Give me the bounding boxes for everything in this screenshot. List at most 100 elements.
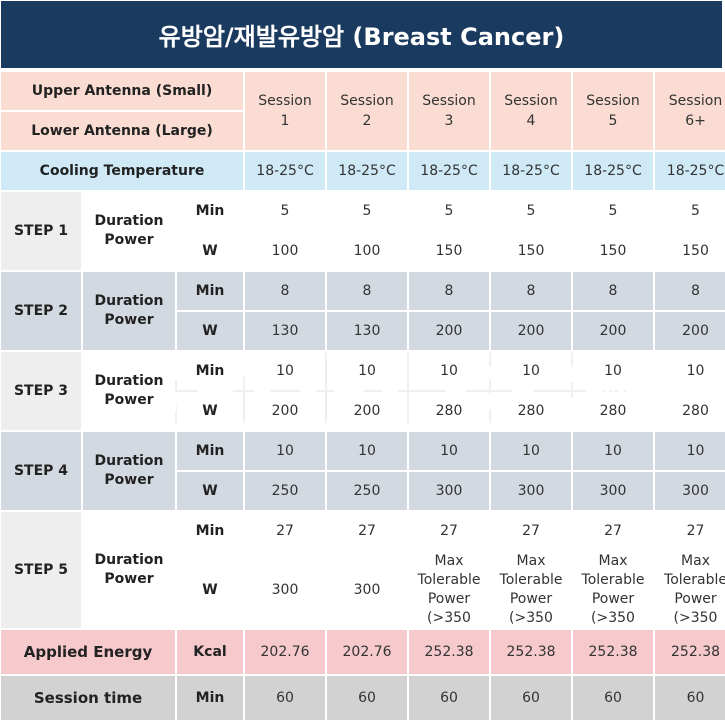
- unit-w: W: [177, 312, 244, 350]
- cooling-row: Cooling Temperature 18-25°C 18-25°C 18-25°C…: [1, 152, 725, 190]
- session-header-number: 2: [362, 113, 372, 129]
- session-header: Session 5: [573, 72, 654, 150]
- step-power-value: 300: [491, 472, 572, 510]
- applied-energy-value: 202.76: [327, 630, 408, 674]
- unit-w: W: [177, 392, 244, 430]
- step-power-value: 300: [327, 552, 408, 628]
- applied-energy-row: Applied Energy Kcal 202.76 202.76 252.38 252.…: [1, 630, 725, 674]
- step-min-value: 10: [655, 352, 725, 390]
- cooling-label: Cooling Temperature: [1, 152, 244, 190]
- step-min-value: 5: [655, 192, 725, 230]
- unit-w: W: [177, 472, 244, 510]
- step-row-w: W 100 100 150 150 150 150: [1, 232, 725, 270]
- session-time-row: Session time Min 60 60 60 60 60 60: [1, 676, 725, 720]
- step-row-w: W 300 300 Max Tolerable Power (>350 Max Tole…: [1, 552, 725, 628]
- protocol-table: Upper Antenna (Small) Session 1 Session 2 Ses…: [0, 70, 725, 722]
- unit-min: Min: [177, 432, 244, 470]
- applied-energy-value: 252.38: [491, 630, 572, 674]
- session-header-word: Session: [340, 93, 394, 109]
- duration-label: Duration: [94, 373, 164, 389]
- step-min-value: 27: [655, 512, 725, 550]
- applied-energy-value: 202.76: [245, 630, 326, 674]
- step-min-value: 10: [245, 432, 326, 470]
- step-min-value: 8: [491, 272, 572, 310]
- header-row-lower: Lower Antenna (Large): [1, 112, 725, 150]
- duration-power-label: Duration Power: [83, 432, 175, 510]
- step-power-value: 100: [245, 232, 326, 270]
- step-power-value: 130: [327, 312, 408, 350]
- cooling-value: 18-25°C: [491, 152, 572, 190]
- step-min-value: 10: [409, 352, 490, 390]
- step-power-value: 300: [655, 472, 725, 510]
- step-power-value: Max Tolerable Power (>350: [655, 552, 725, 628]
- step-min-value: 10: [409, 432, 490, 470]
- step-row-min: STEP 5 Duration Power Min 27 27 27 27 27 27: [1, 512, 725, 628]
- step-min-value: 10: [573, 352, 654, 390]
- applied-energy-value: 252.38: [573, 630, 654, 674]
- step-power-value: 200: [573, 312, 654, 350]
- step-row-min: STEP 2 Duration Power Min 8 8 8 8 8 8: [1, 272, 725, 350]
- session-header-number: 1: [280, 113, 290, 129]
- cooling-value: 18-25°C: [409, 152, 490, 190]
- page-title: 유방암/재발유방암 (Breast Cancer): [1, 1, 722, 68]
- step-power-value: 150: [409, 232, 490, 270]
- power-label: Power: [104, 312, 154, 328]
- step-min-value: 10: [245, 352, 326, 390]
- applied-energy-value: 252.38: [409, 630, 490, 674]
- unit-w: W: [177, 232, 244, 270]
- step-power-value: 100: [327, 232, 408, 270]
- step-min-value: 27: [327, 512, 408, 550]
- duration-power-label: Duration Power: [83, 272, 175, 350]
- step-power-value: 250: [327, 472, 408, 510]
- step-row-w: W 130 130 200 200 200 200: [1, 312, 725, 350]
- session-header: Session 3: [409, 72, 490, 150]
- unit-kcal: Kcal: [177, 630, 244, 674]
- step-min-value: 5: [327, 192, 408, 230]
- step-row-min: STEP 3 Duration Power Min 10 10 10 10 10 10: [1, 352, 725, 430]
- cooling-value: 18-25°C: [655, 152, 725, 190]
- step-power-value: 250: [245, 472, 326, 510]
- step-min-value: 27: [409, 512, 490, 550]
- step-power-value: 280: [655, 392, 725, 430]
- session-header-number: 6+: [685, 113, 706, 129]
- step-min-value: 10: [327, 432, 408, 470]
- step-min-value: 10: [491, 352, 572, 390]
- protocol-table-body: Upper Antenna (Small) Session 1 Session 2 Ses…: [1, 72, 725, 720]
- session-header-word: Session: [258, 93, 312, 109]
- step-power-value: 150: [655, 232, 725, 270]
- cooling-value: 18-25°C: [573, 152, 654, 190]
- applied-energy-label: Applied Energy: [1, 630, 175, 674]
- duration-power-label: Duration Power: [83, 192, 175, 270]
- step-min-value: 5: [409, 192, 490, 230]
- step-power-value: 280: [573, 392, 654, 430]
- step-power-value: 280: [409, 392, 490, 430]
- step-row-min: STEP 4 Duration Power Min 10 10 10 10 10 10: [1, 432, 725, 510]
- step-min-value: 27: [573, 512, 654, 550]
- unit-w: W: [177, 552, 244, 628]
- step-power-value: 300: [573, 472, 654, 510]
- step-power-value: 200: [409, 312, 490, 350]
- session-time-value: 60: [409, 676, 490, 720]
- step-power-value: Max Tolerable Power (>350: [409, 552, 490, 628]
- step-min-value: 8: [409, 272, 490, 310]
- step-power-value: Max Tolerable Power (>350: [573, 552, 654, 628]
- session-header-word: Session: [504, 93, 558, 109]
- session-header-word: Session: [586, 93, 640, 109]
- step-label: STEP 3: [1, 352, 81, 430]
- step-row-w: W 200 200 280 280 280 280: [1, 392, 725, 430]
- step-power-value: 200: [327, 392, 408, 430]
- step-min-value: 10: [491, 432, 572, 470]
- step-power-value: 300: [409, 472, 490, 510]
- unit-min: Min: [177, 272, 244, 310]
- duration-label: Duration: [94, 213, 164, 229]
- step-min-value: 5: [573, 192, 654, 230]
- session-header-number: 5: [608, 113, 618, 129]
- step-label: STEP 4: [1, 432, 81, 510]
- step-label: STEP 5: [1, 512, 81, 628]
- step-label: STEP 2: [1, 272, 81, 350]
- unit-min: Min: [177, 512, 244, 550]
- header-row-upper: Upper Antenna (Small) Session 1 Session 2 Ses…: [1, 72, 725, 150]
- session-header-number: 4: [526, 113, 536, 129]
- duration-power-label: Duration Power: [83, 352, 175, 430]
